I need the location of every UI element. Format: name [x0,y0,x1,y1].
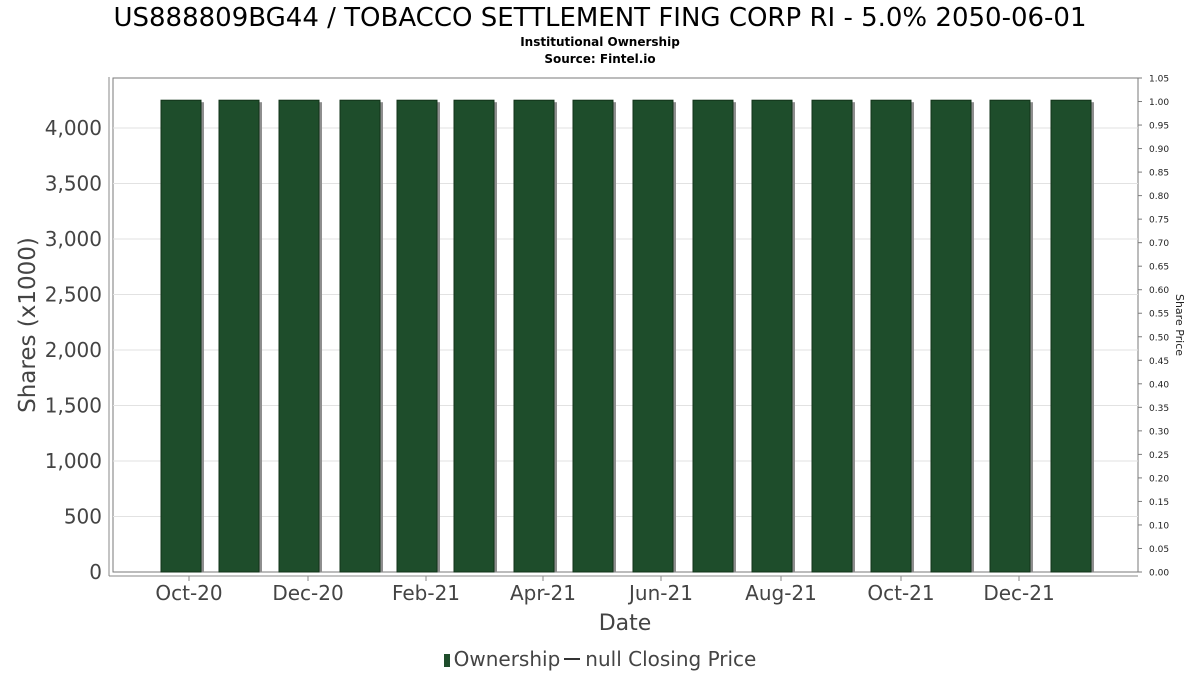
y-tick-label: 2,500 [45,282,102,306]
y2-tick-label: 0.55 [1149,310,1169,320]
y2-tick-label: 1.00 [1149,98,1169,108]
y2-tick-label: 0.15 [1149,498,1169,508]
y2-tick-label: 0.05 [1149,545,1169,555]
y-tick-label: 3,500 [45,171,102,195]
ownership-bar [218,99,260,573]
y2-tick-label: 0.90 [1149,145,1169,155]
ownership-bar [513,99,555,573]
x-tick-label: Oct-20 [155,581,222,605]
y-tick-label: 1,000 [45,449,102,473]
y2-tick-label: 0.85 [1149,169,1169,179]
y2-tick-label: 0.35 [1149,404,1169,414]
ownership-bar [453,99,495,573]
x-tick-label: Oct-21 [867,581,934,605]
ownership-bar [930,99,972,573]
y2-tick-label: 0.95 [1149,122,1169,132]
y-axis-title: Shares (x1000) [15,237,41,413]
y2-tick-label: 0.40 [1149,380,1169,390]
legend-ownership-swatch [443,654,450,667]
chart-legend: Ownership null Closing Price [0,646,1200,672]
y2-tick-label: 0.75 [1149,216,1169,226]
ownership-bar [339,99,381,573]
chart-source: Source: Fintel.io [544,52,656,66]
y2-tick-label: 0.50 [1149,333,1169,343]
y2-tick-label: 0.30 [1149,427,1169,437]
plot-area [112,77,1139,573]
y2-tick-label: 0.25 [1149,451,1169,461]
x-tick-label: Apr-21 [510,581,576,605]
y2-tick-label: 0.00 [1149,569,1169,579]
legend-ownership-label: Ownership [453,647,561,671]
y2-tick-label: 0.45 [1149,357,1169,367]
ownership-bar [870,99,912,573]
x-tick-label: Feb-21 [392,581,460,605]
chart-title: US888809BG44 / TOBACCO SETTLEMENT FING C… [113,3,1087,33]
y2-tick-label: 0.80 [1149,192,1169,202]
ownership-bar [396,99,438,573]
x-tick-label: Dec-21 [983,581,1054,605]
ownership-bar [751,99,793,573]
ownership-bar [572,99,614,573]
y-tick-label: 2,000 [45,338,102,362]
y-tick-label: 3,000 [45,227,102,251]
ownership-bar [1050,99,1092,573]
ownership-bar [989,99,1031,573]
y2-tick-label: 0.70 [1149,239,1169,249]
ownership-bar [692,99,734,573]
ownership-bar [632,99,674,573]
y2-tick-label: 1.05 [1149,75,1169,85]
y2-axis-title: Share Price [1173,294,1186,356]
y-tick-label: 4,000 [45,116,102,140]
ownership-bar [160,99,202,573]
y2-tick-label: 0.10 [1149,521,1169,531]
y-tick-label: 0 [89,560,102,584]
x-tick-label: Dec-20 [272,581,343,605]
y-tick-label: 500 [64,504,102,528]
y2-tick-label: 0.65 [1149,263,1169,273]
legend-price-label: null Closing Price [585,647,757,671]
x-axis-title: Date [599,611,652,636]
x-tick-label: Aug-21 [745,581,817,605]
y2-tick-label: 0.20 [1149,474,1169,484]
ownership-bar [278,99,320,573]
y2-tick-label: 0.60 [1149,286,1169,296]
y-tick-label: 1,500 [45,393,102,417]
chart-subtitle: Institutional Ownership [520,35,680,49]
legend-price-swatch [564,658,581,660]
x-tick-label: Jun-21 [627,581,693,605]
ownership-bar [811,99,853,573]
